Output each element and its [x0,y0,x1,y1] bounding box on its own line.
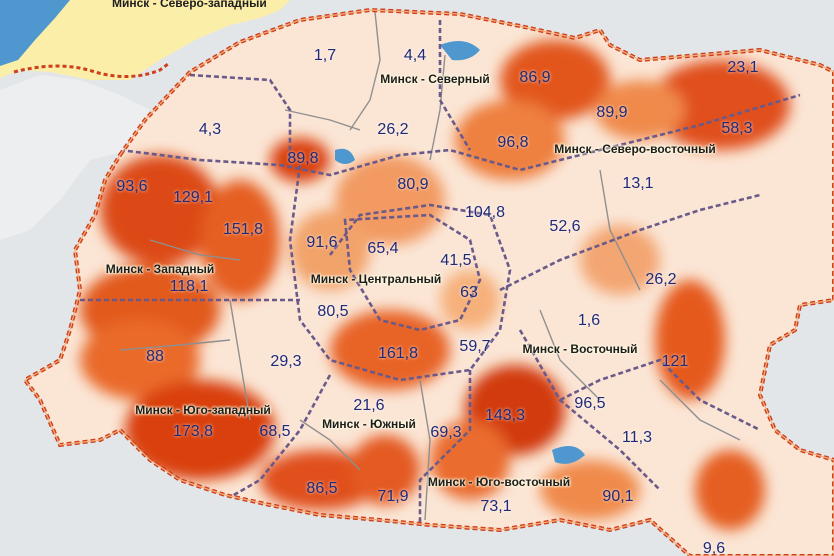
district-label-south: Минск - Южный [322,417,416,431]
value-label: 90,1 [602,488,634,505]
value-label: 121 [661,353,689,370]
northwest-boundary [13,62,169,79]
value-label: 1,6 [577,312,601,329]
value-label: 80,5 [317,303,349,320]
district-label-northeast: Минск - Северо-восточный [554,142,716,156]
value-label: 9,6 [702,540,726,556]
value-label: 86,9 [519,69,551,86]
value-label: 1,7 [313,47,337,64]
value-label: 96,5 [574,395,606,412]
value-label: 151,8 [222,221,264,238]
district-label-southwest: Минск - Юго-западный [135,403,271,417]
value-label: 143,3 [484,407,526,424]
value-label: 80,9 [397,176,429,193]
value-label: 21,6 [353,397,385,414]
reservoir-water [0,0,70,66]
value-label: 58,3 [721,120,753,137]
value-label: 86,5 [306,480,338,497]
outer-land-patch [0,75,150,240]
value-label: 29,3 [270,353,302,370]
value-label: 91,6 [306,234,338,251]
value-label: 11,3 [622,429,652,446]
density-heat [80,40,790,530]
value-label: 59,7 [459,338,491,355]
value-label: 65,4 [367,240,399,257]
value-label: 161,8 [377,345,419,362]
value-label: 118,1 [169,278,209,295]
value-label: 129,1 [172,189,214,206]
value-label: 93,6 [116,178,148,195]
northwest-district-label: Минск - Северо-западный [112,0,267,10]
district-boundaries [119,11,741,521]
value-label: 69,3 [430,424,462,441]
district-label-east: Минск - Восточный [522,342,638,356]
city-boundary-inner [24,9,834,556]
value-label: 26,2 [377,121,409,138]
value-label: 71,9 [377,488,409,505]
value-label: 13,1 [622,175,654,192]
northwest-zone [0,0,290,80]
value-label: 23,1 [727,59,759,76]
value-label: 68,5 [259,423,291,440]
value-label: 4,3 [198,121,222,138]
value-label: 88 [146,348,164,365]
value-label: 41,5 [440,252,472,269]
major-boundaries [80,20,801,530]
value-label: 96,8 [497,134,529,151]
value-label: 4,4 [403,47,427,64]
value-label: 63 [460,284,478,301]
value-label: 52,6 [549,218,581,235]
value-label: 89,8 [287,150,319,167]
value-label: 26,2 [645,271,677,288]
district-label-north: Минск - Северный [380,72,490,86]
district-label-west: Минск - Западный [105,262,215,276]
value-label: 173,8 [172,423,214,440]
value-label: 73,1 [480,498,512,515]
district-label-southeast: Минск - Юго-восточный [427,475,571,489]
district-label-central: Минск - Центральный [310,272,442,286]
value-label: 104,8 [464,204,506,221]
value-label: 89,9 [596,104,628,121]
